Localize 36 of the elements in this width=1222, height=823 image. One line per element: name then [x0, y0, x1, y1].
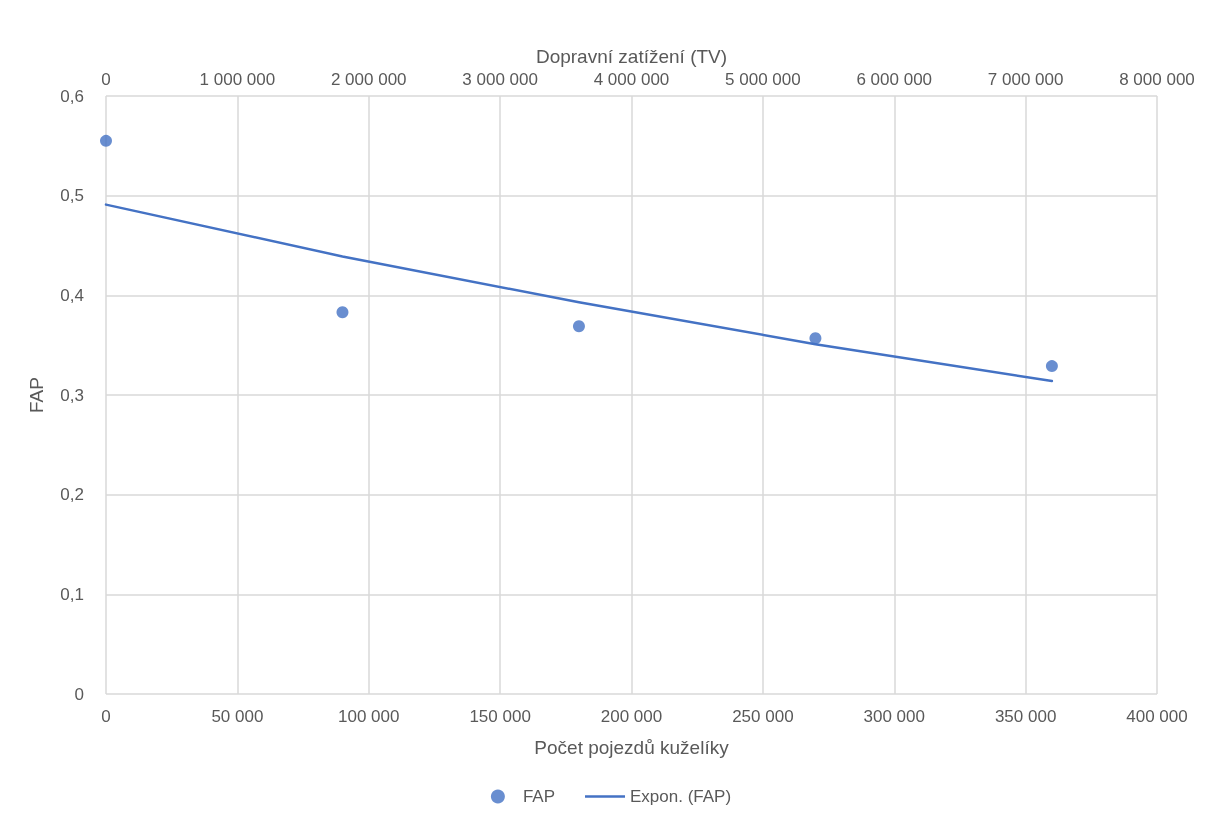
x2-tick-label: 8 000 000 [1119, 70, 1195, 89]
x-tick-label: 100 000 [338, 707, 400, 726]
x-tick-label: 400 000 [1126, 707, 1188, 726]
x2-tick-label: 6 000 000 [856, 70, 933, 89]
x2-axis-title: Dopravní zatížení (TV) [535, 46, 728, 67]
y-tick-label: 0,4 [60, 285, 84, 305]
y-axis-title: FAP [26, 377, 47, 413]
point [336, 306, 349, 319]
point [100, 134, 112, 147]
x-tick-label: 150 000 [469, 707, 531, 726]
y-tick-label: 0,3 [60, 385, 84, 405]
x2-tick-label: 4 000 000 [593, 70, 670, 89]
x2-tick-label: 5 000 000 [725, 70, 801, 89]
legend-label: FAP [522, 787, 556, 806]
point [1045, 360, 1058, 373]
x-tick-label: 0 [101, 707, 111, 726]
x-tick-label: 250 000 [732, 707, 794, 726]
x-tick-label: 350 000 [994, 707, 1057, 726]
x2-tick-label: 7 000 000 [987, 70, 1064, 89]
y-tick-label: 0,6 [60, 86, 84, 106]
y-tick-label: 0,2 [60, 485, 84, 505]
x2-tick-label: 2 000 000 [330, 70, 407, 89]
x-tick-label: 200 000 [600, 707, 663, 726]
point [572, 320, 585, 333]
line-series [104, 203, 1054, 383]
x2-tick-label: 3 000 000 [462, 70, 538, 89]
x-tick-label: 50 000 [211, 707, 264, 726]
y-tick-label: 0,1 [60, 584, 84, 604]
y-tick-label: 0 [74, 684, 84, 704]
point [809, 332, 822, 345]
x-tick-label: 300 000 [863, 707, 925, 726]
legend-label: Expon. (FAP) [630, 787, 732, 806]
y-tick-label: 0,5 [60, 186, 84, 206]
x2-tick-label: 1 000 000 [199, 70, 276, 89]
x2-tick-label: 0 [101, 70, 111, 89]
x-axis-title: Počet pojezdů kuželíky [534, 737, 730, 758]
